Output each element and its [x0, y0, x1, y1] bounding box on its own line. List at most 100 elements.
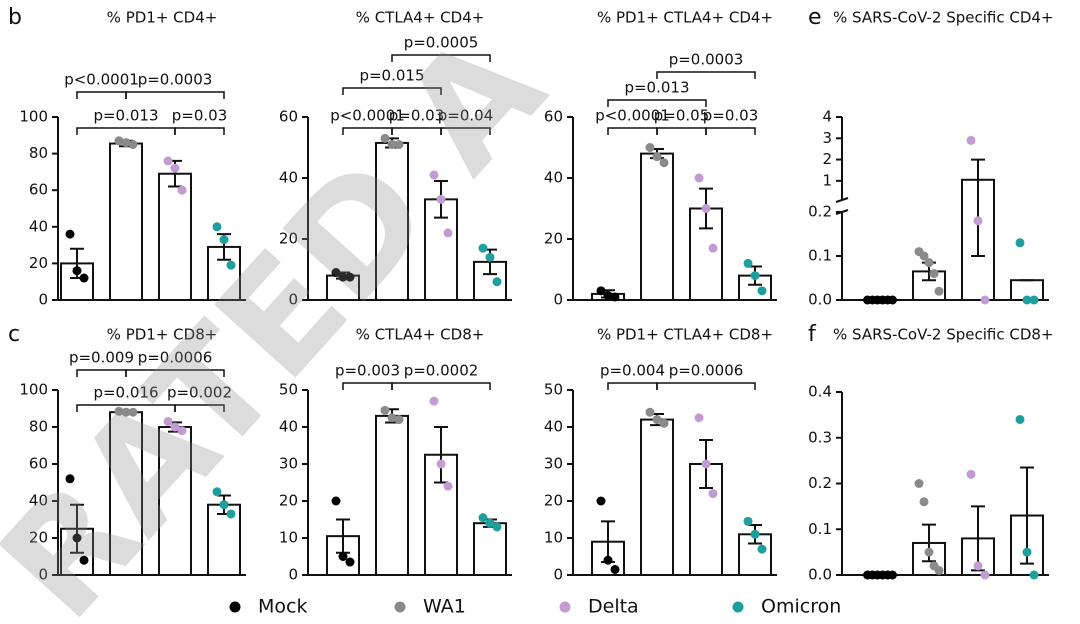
data-point	[610, 564, 620, 574]
legend-label: WA1	[423, 596, 466, 618]
data-point	[596, 286, 606, 296]
p-value: p=0.0006	[138, 349, 213, 367]
p-value: p=0.0003	[138, 71, 213, 89]
p-value: p=0.05	[654, 107, 710, 125]
significance-bracket	[76, 369, 127, 377]
data-point	[610, 292, 620, 302]
data-point	[924, 547, 934, 557]
y-tick-label: 50	[279, 381, 298, 399]
data-point	[924, 258, 934, 268]
significance-bracket	[656, 71, 756, 79]
significance-bracket	[342, 87, 442, 95]
data-point	[114, 406, 124, 416]
data-point	[888, 570, 897, 580]
y-tick-label: 0	[288, 566, 298, 584]
y-tick-label: 80	[29, 418, 48, 436]
data-point	[170, 422, 180, 432]
p-value: p=0.003	[335, 362, 400, 380]
data-point	[429, 396, 439, 406]
y-tick-label: 3	[822, 129, 832, 147]
data-point	[436, 459, 446, 469]
error-bar	[70, 503, 84, 554]
legend-marker	[732, 601, 744, 613]
data-point	[708, 489, 718, 499]
data-point	[973, 561, 983, 571]
y-tick-label: 100	[19, 108, 48, 126]
data-point	[212, 222, 222, 232]
data-point	[743, 516, 753, 526]
data-point	[226, 260, 236, 270]
y-tick-label: 0.1	[808, 247, 832, 265]
chart-title: % PD1+ CD4+	[107, 9, 218, 27]
data-point	[888, 295, 897, 305]
data-point	[701, 204, 711, 213]
chart-title: % PD1+ CD8+	[107, 326, 218, 344]
data-point	[345, 272, 355, 282]
y-tick-label: 0.1	[808, 520, 832, 538]
chart-title: % PD1+ CTLA4+ CD4+	[597, 9, 773, 27]
bar	[375, 141, 409, 301]
data-point	[79, 273, 89, 283]
data-point	[701, 459, 711, 469]
p-value: p=0.03	[172, 107, 228, 125]
data-point	[694, 173, 704, 183]
y-tick-label: 50	[544, 381, 563, 399]
data-point	[226, 509, 236, 519]
data-point	[708, 243, 718, 253]
data-point	[121, 407, 131, 417]
y-tick-label: 40	[544, 418, 563, 436]
data-point	[114, 136, 124, 146]
y-tick-label: 100	[19, 381, 48, 399]
y-tick-label: 60	[29, 181, 48, 199]
data-point	[331, 268, 341, 278]
error-bar	[971, 505, 985, 572]
data-point	[652, 415, 662, 425]
data-point	[596, 496, 606, 506]
data-point	[163, 156, 173, 166]
chart-title: % CTLA4+ CD8+	[356, 326, 485, 344]
y-tick-label: 40	[279, 169, 298, 187]
p-value: p=0.009	[69, 349, 134, 367]
data-point	[443, 228, 453, 238]
y-tick-label: 0.2	[808, 203, 832, 221]
bar	[640, 152, 674, 301]
data-point	[338, 272, 348, 282]
bar	[473, 522, 507, 577]
y-tick-label: 20	[29, 254, 48, 272]
y-tick-label: 0.4	[808, 383, 832, 401]
panel-label: f	[808, 322, 817, 347]
y-tick-label: 40	[29, 492, 48, 510]
data-point	[934, 286, 944, 296]
data-point	[72, 266, 82, 276]
data-point	[331, 496, 341, 506]
significance-bracket	[174, 127, 225, 135]
chart-title: % PD1+ CTLA4+ CD8+	[597, 326, 773, 344]
p-value: p=0.015	[359, 67, 424, 85]
significance-bracket	[391, 382, 491, 390]
data-point	[966, 469, 976, 479]
p-value: p=0.004	[600, 362, 665, 380]
panel-label: b	[8, 5, 22, 30]
bar	[689, 463, 723, 576]
legend-marker	[559, 601, 571, 613]
y-tick-label: 0.0	[808, 291, 832, 309]
y-tick-label: 0	[38, 566, 48, 584]
legend-marker	[394, 601, 406, 613]
data-point	[750, 271, 760, 281]
data-point	[72, 533, 82, 543]
data-point	[966, 135, 976, 145]
data-point	[380, 133, 390, 143]
data-point	[65, 229, 75, 239]
data-point	[973, 216, 983, 226]
data-point	[659, 158, 669, 168]
data-point	[652, 152, 662, 162]
data-point	[919, 251, 929, 261]
significance-bracket	[607, 127, 658, 135]
y-tick-label: 20	[279, 492, 298, 510]
data-point	[443, 481, 453, 491]
data-point	[429, 170, 439, 180]
y-tick-label: 20	[544, 230, 563, 248]
data-point	[65, 474, 75, 484]
error-bar	[1020, 466, 1034, 565]
